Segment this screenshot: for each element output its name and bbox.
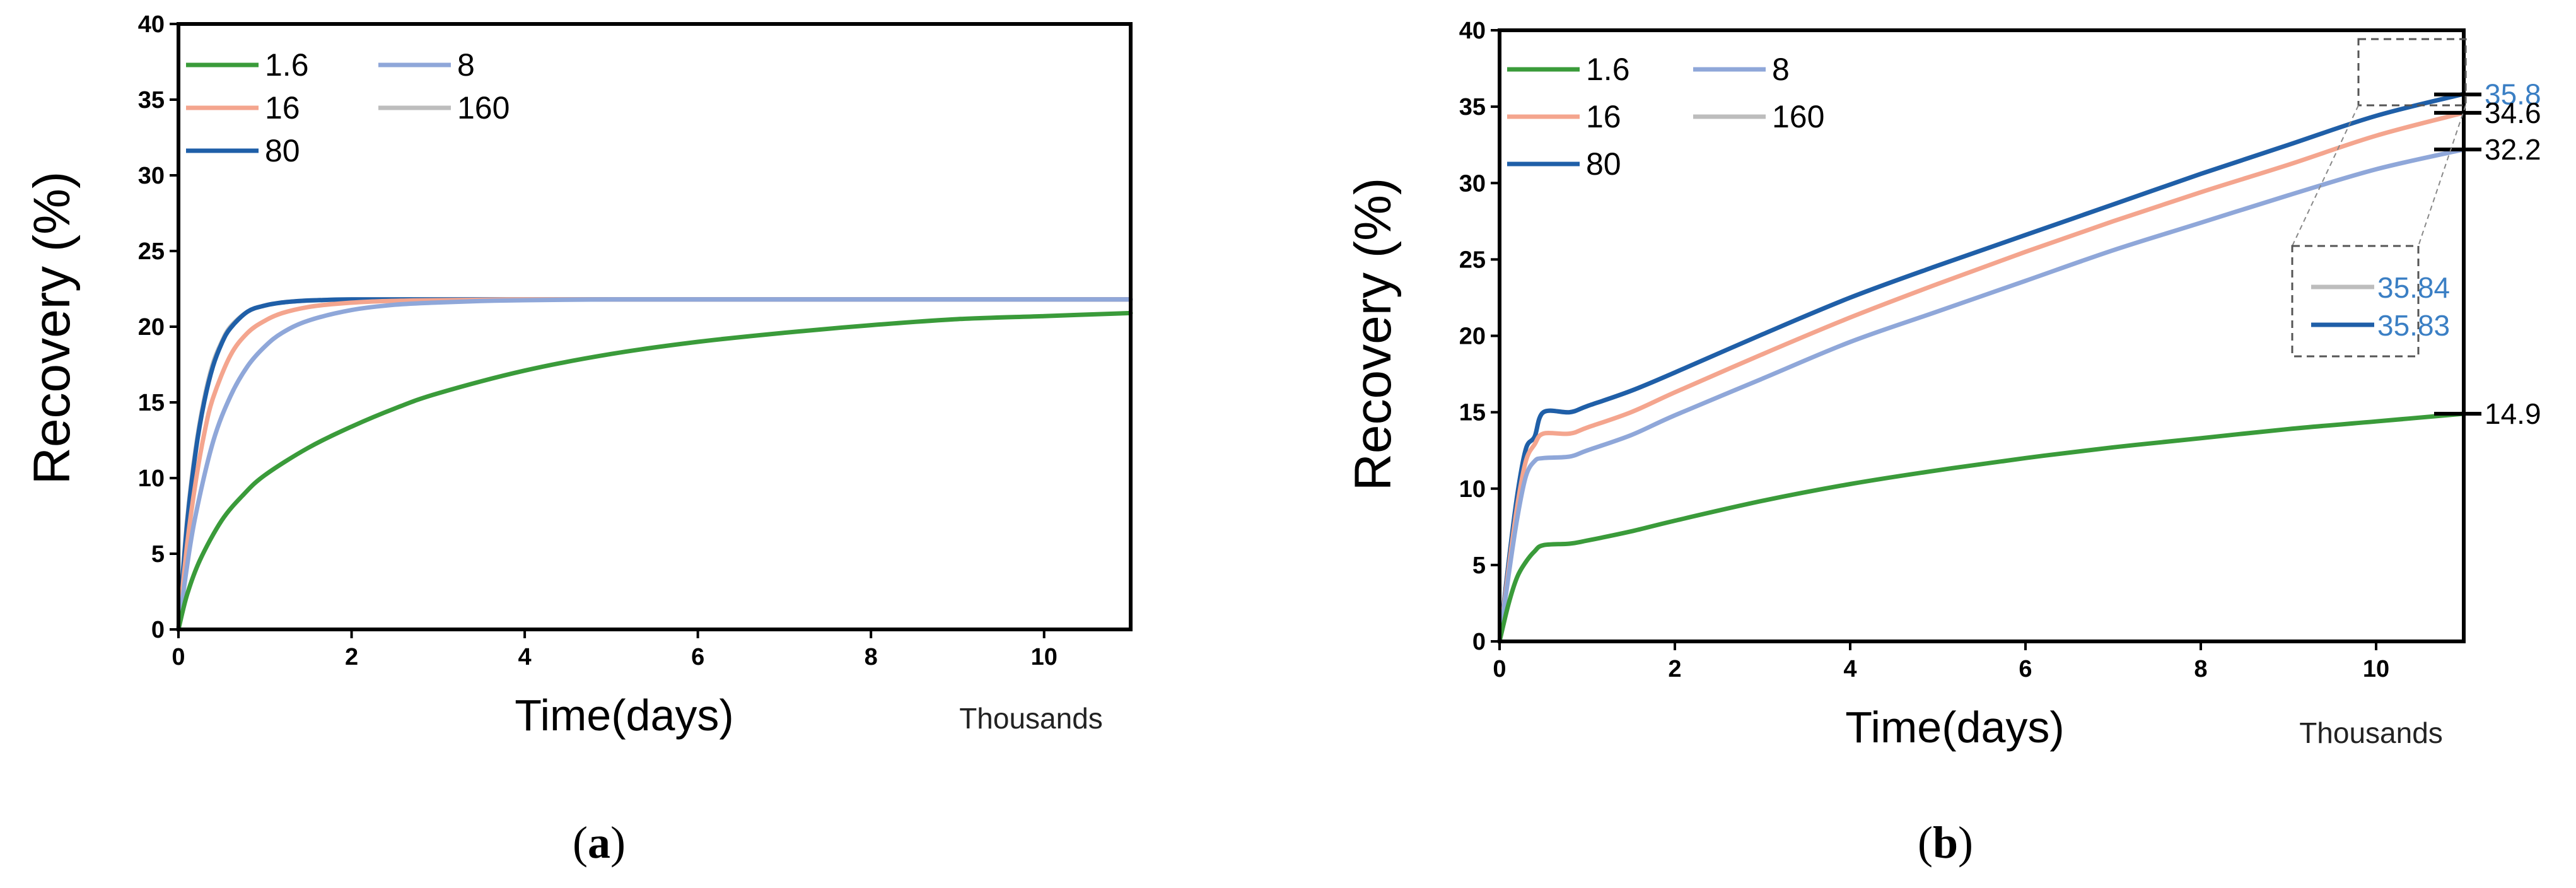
y-tick-label: 20 xyxy=(1459,324,1486,350)
series-line-16 xyxy=(1497,110,2466,644)
y-tick-label: 20 xyxy=(138,314,165,341)
series-line-80 xyxy=(1497,91,2466,644)
y-tick-label: 25 xyxy=(1459,247,1486,273)
legend-label: 8 xyxy=(457,47,475,83)
panel-letter-a: a xyxy=(588,817,610,868)
y-tick-label: 5 xyxy=(151,541,165,568)
series-line-1-6 xyxy=(176,310,1133,632)
series-line-8 xyxy=(176,297,1133,632)
y-tick-label: 25 xyxy=(138,238,165,265)
x-tick-label: 0 xyxy=(172,644,185,670)
x-tick-label: 8 xyxy=(2194,656,2207,682)
x-tick-label: 2 xyxy=(1668,656,1681,682)
legend-item-160: 160 xyxy=(378,90,510,126)
y-tick-label: 40 xyxy=(138,11,165,38)
end-value-label: 14.9 xyxy=(2485,397,2541,430)
y-tick-label: 35 xyxy=(138,87,165,114)
chart-a-plot-frame xyxy=(177,22,1133,631)
end-value-label: 34.6 xyxy=(2485,96,2541,129)
chart-a-ylabel: Recovery (%) xyxy=(23,172,81,485)
chart-a-xlabel: Time(days) xyxy=(515,691,733,740)
legend-item-1-6: 1.6 xyxy=(186,47,309,83)
end-value-label: 35.8 xyxy=(2485,78,2541,111)
y-tick-label: 0 xyxy=(151,617,165,643)
inset-value-label: 35.84 xyxy=(2377,271,2450,304)
legend-item-8: 8 xyxy=(1693,52,1790,87)
y-tick-label: 35 xyxy=(1459,94,1486,120)
inset-value-label: 35.83 xyxy=(2377,309,2450,342)
legend-label: 16 xyxy=(1586,99,1621,134)
chart-a-legend: 1.6 8 16 160 80 xyxy=(186,47,510,168)
x-tick-label: 0 xyxy=(1493,656,1506,682)
y-tick-label: 10 xyxy=(138,465,165,492)
x-tick-label: 4 xyxy=(518,644,532,670)
legend-label: 1.6 xyxy=(265,47,309,83)
x-tick-label: 10 xyxy=(1031,644,1058,670)
legend-item-80: 80 xyxy=(1507,146,1621,182)
legend-item-160: 160 xyxy=(1693,99,1824,134)
x-tick-label: 4 xyxy=(1843,656,1856,682)
panel-label-b: (b) xyxy=(1918,817,1973,868)
chart-b-xlabel: Time(days) xyxy=(1845,703,2064,752)
series-line-8 xyxy=(1497,147,2466,644)
zoom-inset-box xyxy=(2291,245,2420,358)
series-line-1-6 xyxy=(1497,411,2466,644)
x-tick-label: 10 xyxy=(2363,656,2389,682)
chart-panel-a: 0 5 10 15 20 25 30 35 40 0 2 4 6 8 10 1.6 8 16 160 80 Reco… xyxy=(23,11,1133,868)
y-tick-label: 15 xyxy=(1459,400,1486,426)
panel-label-a: (a) xyxy=(573,817,626,868)
y-tick-label: 30 xyxy=(1459,170,1486,197)
x-tick-label: 8 xyxy=(865,644,878,670)
legend-label: 160 xyxy=(457,90,510,126)
chart-a-x-unit-note: Thousands xyxy=(959,702,1103,735)
y-tick-label: 10 xyxy=(1459,476,1486,503)
chart-b-legend: 1.6 8 16 160 80 xyxy=(1507,52,1824,182)
x-tick-label: 6 xyxy=(2019,656,2032,682)
legend-label: 160 xyxy=(1772,99,1824,134)
y-tick-label: 5 xyxy=(1472,552,1486,579)
legend-label: 16 xyxy=(265,90,300,126)
chart-b-annotations: 35.834.6 32.2 14.9 35.84 35.83 xyxy=(2291,38,2541,430)
chart-b-ylabel: Recovery (%) xyxy=(1344,178,1402,491)
legend-label: 80 xyxy=(265,133,300,168)
legend-item-1-6: 1.6 xyxy=(1507,52,1630,87)
chart-b-ticks: 0 5 10 15 20 25 30 35 40 0 2 4 6 8 10 xyxy=(1459,18,2389,682)
y-tick-label: 40 xyxy=(1459,18,1486,44)
chart-b-plot-frame xyxy=(1498,28,2466,643)
chart-b-x-unit-note: Thousands xyxy=(2299,716,2443,749)
chart-b-lines xyxy=(1497,91,2466,644)
chart-a-ticks: 0 5 10 15 20 25 30 35 40 0 2 4 6 8 10 xyxy=(138,11,1058,670)
zoom-source-box xyxy=(2357,38,2467,107)
end-value-label: 32.2 xyxy=(2485,133,2541,166)
legend-item-80: 80 xyxy=(186,133,300,168)
legend-label: 8 xyxy=(1772,52,1790,87)
y-tick-label: 30 xyxy=(138,163,165,189)
legend-item-16: 16 xyxy=(186,90,300,126)
panel-letter-b: b xyxy=(1933,817,1958,868)
chart-a-lines xyxy=(176,297,1133,632)
legend-item-16: 16 xyxy=(1507,99,1621,134)
y-tick-label: 0 xyxy=(1472,629,1486,655)
x-tick-label: 6 xyxy=(691,644,704,670)
series-line-160 xyxy=(1497,91,2466,644)
chart-panel-b: 0 5 10 15 20 25 30 35 40 0 2 4 6 8 10 1.6 8 16 160 80 35.8… xyxy=(1344,18,2541,868)
zoom-connector-line xyxy=(2418,105,2466,247)
y-tick-label: 15 xyxy=(138,390,165,416)
legend-item-8: 8 xyxy=(378,47,475,83)
x-tick-label: 2 xyxy=(345,644,358,670)
legend-label: 80 xyxy=(1586,146,1621,182)
legend-label: 1.6 xyxy=(1586,52,1630,87)
